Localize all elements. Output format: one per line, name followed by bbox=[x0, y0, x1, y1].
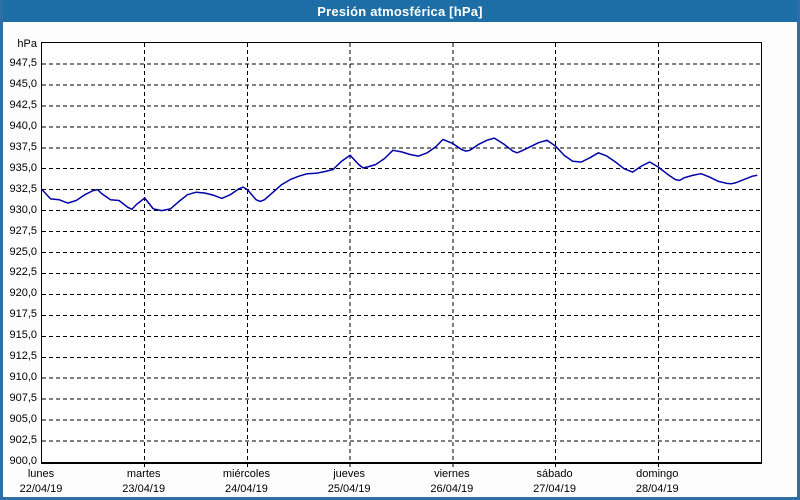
x-axis-day-label: miércoles 24/04/19 bbox=[191, 467, 301, 497]
y-axis-label: 935,0 bbox=[9, 161, 37, 174]
y-axis-label: 907,5 bbox=[9, 392, 37, 405]
y-axis-label: 905,0 bbox=[9, 413, 37, 426]
day-date: 25/04/19 bbox=[327, 483, 371, 495]
x-axis-day-label: viernes 26/04/19 bbox=[397, 467, 507, 497]
day-name: domingo bbox=[636, 468, 679, 480]
y-axis-label: 937,5 bbox=[9, 140, 37, 153]
title-bar: Presión atmosférica [hPa] bbox=[3, 0, 797, 22]
y-axis-label: 945,0 bbox=[9, 77, 37, 90]
plot-frame bbox=[41, 42, 762, 467]
day-name: lunes bbox=[27, 468, 55, 480]
y-axis-label: 902,5 bbox=[9, 434, 37, 447]
day-name: miércoles bbox=[222, 468, 270, 480]
pressure-line-chart bbox=[41, 43, 761, 467]
y-axis-label: 932,5 bbox=[9, 182, 37, 195]
page-title: Presión atmosférica [hPa] bbox=[317, 3, 483, 19]
day-date: 23/04/19 bbox=[122, 483, 166, 495]
x-axis-day-label: domingo 28/04/19 bbox=[602, 467, 712, 497]
day-name: sábado bbox=[536, 468, 573, 480]
day-date: 27/04/19 bbox=[533, 483, 576, 495]
y-axis-label: 912,5 bbox=[9, 350, 37, 363]
day-date: 24/04/19 bbox=[225, 483, 268, 495]
y-axis-label: 920,0 bbox=[9, 287, 37, 300]
day-date: 28/04/19 bbox=[635, 483, 679, 495]
pressure-series-line bbox=[41, 137, 758, 212]
day-name: jueves bbox=[333, 468, 366, 480]
day-name: viernes bbox=[434, 468, 470, 480]
y-axis-label: 927,5 bbox=[9, 224, 37, 237]
y-axis-label: 942,5 bbox=[9, 98, 37, 111]
day-name: martes bbox=[126, 468, 161, 480]
x-axis-day-label: martes 23/04/19 bbox=[89, 467, 199, 497]
y-axis-label: 917,5 bbox=[9, 308, 37, 321]
x-axis-day-label: jueves 25/04/19 bbox=[294, 467, 404, 497]
day-date: 22/04/19 bbox=[19, 483, 63, 495]
y-axis-label: 925,0 bbox=[9, 245, 37, 258]
y-axis-unit-label: hPa bbox=[17, 38, 37, 50]
y-axis-label: 915,0 bbox=[9, 329, 37, 342]
x-axis-day-label: lunes 22/04/19 bbox=[3, 467, 96, 497]
y-axis-label: 930,0 bbox=[9, 203, 37, 216]
y-axis-label: 947,5 bbox=[9, 56, 37, 69]
y-axis-label: 922,5 bbox=[9, 266, 37, 279]
y-axis-label: 940,0 bbox=[9, 119, 37, 132]
x-axis-day-label: sábado 27/04/19 bbox=[500, 467, 610, 497]
day-date: 26/04/19 bbox=[430, 483, 474, 495]
y-axis-label: 910,0 bbox=[9, 371, 37, 384]
y-axis-label: 900,0 bbox=[9, 455, 37, 467]
